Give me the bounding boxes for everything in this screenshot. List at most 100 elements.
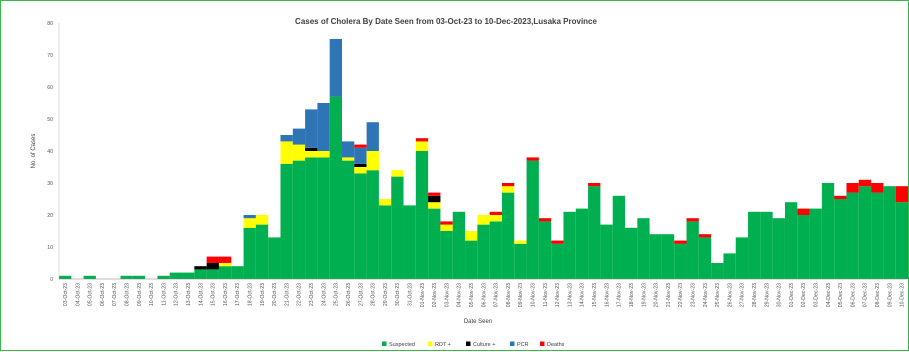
bar-segment-culture [354, 163, 367, 167]
x-tick-label: 15-Oct-23 [211, 283, 217, 306]
bar-segment-rdt [465, 231, 478, 241]
bar-segment-suspected [698, 237, 712, 279]
bar-segment-suspected [391, 176, 404, 279]
bar-segment-suspected [649, 234, 662, 279]
x-tick-label: 17-Nov-23 [617, 283, 623, 307]
bar-segment-deaths [501, 183, 515, 187]
bar-segment-rdt [280, 141, 293, 164]
bar-segment-pcr [317, 103, 330, 151]
x-tick-label: 05-Nov-23 [469, 283, 475, 307]
y-tick-label: 10 [47, 245, 53, 251]
bar-segment-suspected [342, 160, 355, 279]
bar-segment-suspected [563, 211, 576, 279]
bar-segment-pcr [243, 215, 256, 219]
x-tick-label: 28-Oct-23 [371, 283, 377, 306]
bar-segment-suspected [612, 195, 625, 279]
bar-segment-suspected [600, 224, 613, 279]
x-tick-label: 13-Nov-23 [567, 283, 573, 307]
bar-segment-rdt [255, 215, 269, 225]
x-tick-label: 05-Dec-23 [838, 283, 844, 307]
x-tick-label: 29-Oct-23 [383, 283, 389, 306]
bar-segment-deaths [526, 157, 539, 161]
bar-segment-deaths [846, 183, 859, 193]
x-tick-label: 19-Oct-23 [260, 283, 266, 306]
x-tick-label: 30-Oct-23 [395, 283, 401, 306]
bar-segment-suspected [120, 275, 133, 279]
bar-segment-suspected [206, 269, 219, 279]
x-tick-label: 16-Oct-23 [223, 283, 229, 306]
bar-segment-suspected [735, 237, 749, 279]
bar-segment-deaths [895, 186, 908, 203]
bar-segment-suspected [403, 205, 416, 279]
bar-segment-suspected [575, 208, 589, 279]
bar-segment-pcr [329, 39, 342, 97]
bar-segment-rdt [378, 199, 392, 206]
bar-segment-suspected [784, 202, 798, 279]
legend-swatch [466, 341, 471, 346]
x-tick-label: 03-Oct-23 [63, 283, 69, 306]
bar-segment-suspected [538, 221, 552, 279]
bar-segment-suspected [526, 160, 539, 279]
bar-segment-suspected [686, 221, 699, 279]
x-tick-label: 10-Oct-23 [149, 283, 155, 306]
bar-segment-rdt [415, 141, 429, 151]
x-tick-label: 18-Oct-23 [248, 283, 254, 306]
bar-segment-deaths [686, 218, 699, 222]
x-tick-label: 30-Nov-23 [777, 283, 783, 307]
x-tick-label: 31-Oct-23 [407, 283, 413, 306]
bar-segment-culture [194, 266, 207, 270]
bar-segment-deaths [440, 221, 453, 225]
bar-segment-suspected [711, 263, 724, 279]
x-tick-label: 04-Oct-23 [75, 283, 81, 306]
bar-segment-rdt [477, 215, 490, 225]
x-tick-label: 07-Oct-23 [112, 283, 118, 306]
bar-segment-suspected [772, 218, 785, 279]
y-tick-label: 80 [47, 21, 53, 27]
bar-segment-suspected [132, 275, 146, 279]
bar-segment-culture [206, 263, 219, 270]
x-tick-label: 24-Oct-23 [321, 283, 327, 306]
x-tick-label: 26-Nov-23 [727, 283, 733, 307]
bar-segment-pcr [342, 141, 355, 158]
x-tick-label: 21-Oct-23 [284, 283, 290, 306]
x-axis: 03-Oct-23 04-Oct-23 05-Oct-23 06-Oct-23 07-O… [59, 278, 908, 307]
x-tick-label: 11-Nov-23 [543, 283, 549, 307]
x-tick-label: 09-Dec-23 [887, 283, 893, 307]
bar-segment-rdt [440, 224, 453, 231]
x-tick-label: 26-Oct-23 [346, 283, 352, 306]
bar-segment-pcr [366, 122, 379, 151]
bar-segment-rdt [305, 151, 318, 158]
bar-segment-suspected [366, 170, 379, 279]
x-tick-label: 24-Nov-23 [703, 283, 709, 307]
x-tick-label: 10-Dec-23 [900, 283, 906, 307]
bars-group [59, 39, 908, 279]
bar-segment-deaths [218, 256, 232, 263]
bar-segment-suspected [821, 183, 835, 279]
bar-segment-suspected [723, 253, 736, 279]
x-tick-label: 27-Nov-23 [740, 283, 746, 307]
x-tick-label: 05-Oct-23 [88, 283, 94, 306]
bar-segment-deaths [871, 183, 884, 193]
bar-segment-suspected [637, 218, 650, 279]
bar-segment-suspected [895, 202, 908, 279]
x-tick-label: 04-Dec-23 [826, 283, 832, 307]
x-tick-label: 15-Nov-23 [592, 283, 598, 307]
bar-segment-suspected [477, 224, 490, 279]
y-tick-label: 40 [47, 149, 53, 155]
bar-segment-suspected [182, 272, 195, 279]
bar-segment-pcr [354, 147, 367, 164]
bar-segment-suspected [760, 211, 773, 279]
chart-title: Cases of Cholera By Date Seen from 03-Oc… [295, 17, 597, 26]
bar-segment-suspected [440, 231, 453, 279]
bar-segment-suspected [231, 266, 244, 279]
legend-swatch [428, 341, 433, 346]
bar-segment-deaths [674, 240, 687, 244]
y-tick-label: 20 [47, 213, 53, 219]
bar-segment-deaths [797, 208, 810, 215]
bar-segment-suspected [797, 215, 810, 279]
bar-segment-suspected [218, 266, 232, 279]
bar-segment-rdt [366, 151, 379, 171]
x-tick-label: 09-Nov-23 [518, 283, 524, 307]
bar-segment-suspected [194, 269, 207, 279]
